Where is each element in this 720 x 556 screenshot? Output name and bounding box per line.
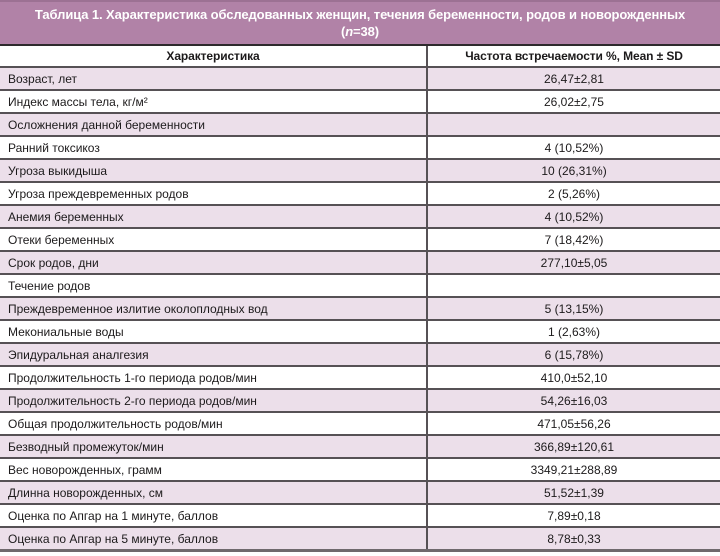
- value-cell: 3349,21±288,89: [426, 458, 720, 482]
- table-header: Характеристика Частота встречаемости %, …: [0, 46, 720, 68]
- column-header-characteristic: Характеристика: [0, 46, 427, 68]
- characteristic-cell: Анемия беременных: [0, 205, 427, 229]
- value-cell: 26,47±2,81: [426, 67, 720, 91]
- characteristic-cell: Продолжительность 1-го периода родов/мин: [0, 366, 427, 390]
- table-row: Эпидуральная аналгезия 6 (15,78%): [0, 343, 720, 367]
- value-cell: 6 (15,78%): [426, 343, 720, 367]
- characteristic-cell: Общая продолжительность родов/мин: [0, 412, 427, 436]
- table-row: Возраст, лет 26,47±2,81: [0, 67, 720, 91]
- value-cell: 410,0±52,10: [426, 366, 720, 390]
- value-cell: 51,52±1,39: [426, 481, 720, 505]
- characteristic-cell: Отеки беременных: [0, 228, 427, 252]
- value-cell: 366,89±120,61: [426, 435, 720, 459]
- table-row: Отеки беременных 7 (18,42%): [0, 228, 720, 252]
- characteristic-cell: Срок родов, дни: [0, 251, 427, 275]
- value-cell: 4 (10,52%): [426, 136, 720, 160]
- value-cell: 2 (5,26%): [426, 182, 720, 206]
- table-row: Безводный промежуток/мин 366,89±120,61: [0, 435, 720, 459]
- table-row: Угроза преждевременных родов 2 (5,26%): [0, 182, 720, 206]
- table-row: Продолжительность 2-го периода родов/мин…: [0, 389, 720, 413]
- value-cell: [426, 113, 720, 137]
- table-row: Преждевременное излитие околоплодных вод…: [0, 297, 720, 321]
- value-cell: [426, 274, 720, 298]
- characteristic-cell: Угроза преждевременных родов: [0, 182, 427, 206]
- value-cell: 10 (26,31%): [426, 159, 720, 183]
- value-cell: 7,89±0,18: [426, 504, 720, 528]
- table-row: Индекс массы тела, кг/м² 26,02±2,75: [0, 90, 720, 114]
- table-row: Продолжительность 1-го периода родов/мин…: [0, 366, 720, 390]
- characteristic-cell: Индекс массы тела, кг/м²: [0, 90, 427, 114]
- title-n-prefix: (: [340, 24, 346, 39]
- characteristics-table: Характеристика Частота встречаемости %, …: [0, 46, 720, 552]
- value-cell: 277,10±5,05: [426, 251, 720, 275]
- value-cell: 1 (2,63%): [426, 320, 720, 344]
- table-row: Анемия беременных 4 (10,52%): [0, 205, 720, 229]
- value-cell: 5 (13,15%): [426, 297, 720, 321]
- table-row: Длинна новорожденных, см 51,52±1,39: [0, 481, 720, 505]
- value-cell: 26,02±2,75: [426, 90, 720, 114]
- characteristic-cell: Возраст, лет: [0, 67, 427, 91]
- table-title: Таблица 1. Характеристика обследованных …: [0, 0, 720, 46]
- value-cell: 54,26±16,03: [426, 389, 720, 413]
- characteristic-cell: Течение родов: [0, 274, 427, 298]
- characteristic-cell: Безводный промежуток/мин: [0, 435, 427, 459]
- value-cell: 7 (18,42%): [426, 228, 720, 252]
- table-row: Ранний токсикоз 4 (10,52%): [0, 136, 720, 160]
- table-row: Общая продолжительность родов/мин 471,05±…: [0, 412, 720, 436]
- characteristic-cell: Оценка по Апгар на 5 минуте, баллов: [0, 527, 427, 552]
- characteristic-cell: Оценка по Апгар на 1 минуте, баллов: [0, 504, 427, 528]
- title-n-suffix: =38): [353, 24, 380, 39]
- characteristic-cell: Продолжительность 2-го периода родов/мин: [0, 389, 427, 413]
- column-header-frequency: Частота встречаемости %, Mean ± SD: [426, 46, 720, 68]
- table-row: Срок родов, дни 277,10±5,05: [0, 251, 720, 275]
- title-n-symbol: n: [345, 24, 354, 39]
- table-row: Оценка по Апгар на 1 минуте, баллов 7,89±…: [0, 504, 720, 528]
- characteristic-cell: Осложнения данной беременности: [0, 113, 427, 137]
- characteristic-cell: Угроза выкидыша: [0, 159, 427, 183]
- table-title-line1: Таблица 1. Характеристика обследованных …: [34, 7, 686, 22]
- characteristic-cell: Ранний токсикоз: [0, 136, 427, 160]
- characteristic-cell: Вес новорожденных, грамм: [0, 458, 427, 482]
- characteristic-cell: Эпидуральная аналгезия: [0, 343, 427, 367]
- characteristic-cell: Мекониальные воды: [0, 320, 427, 344]
- value-cell: 4 (10,52%): [426, 205, 720, 229]
- characteristic-cell: Преждевременное излитие околоплодных вод: [0, 297, 427, 321]
- table-body: Возраст, лет 26,47±2,81 Индекс массы тела,…: [0, 67, 720, 552]
- header-row: Характеристика Частота встречаемости %, …: [0, 46, 720, 68]
- characteristic-cell: Длинна новорожденных, см: [0, 481, 427, 505]
- table-title-line2: (n=38): [14, 23, 706, 40]
- table-row: Течение родов: [0, 274, 720, 298]
- value-cell: 8,78±0,33: [426, 527, 720, 552]
- table-row: Вес новорожденных, грамм 3349,21±288,89: [0, 458, 720, 482]
- table-row: Угроза выкидыша 10 (26,31%): [0, 159, 720, 183]
- table-row: Осложнения данной беременности: [0, 113, 720, 137]
- table-row: Оценка по Апгар на 5 минуте, баллов 8,78±…: [0, 527, 720, 552]
- value-cell: 471,05±56,26: [426, 412, 720, 436]
- table-row: Мекониальные воды 1 (2,63%): [0, 320, 720, 344]
